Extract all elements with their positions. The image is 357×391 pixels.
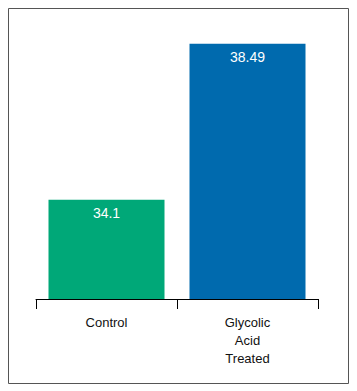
svg-text:38.49: 38.49 (230, 49, 265, 65)
svg-text:Treated: Treated (225, 351, 269, 366)
svg-text:Acid: Acid (235, 333, 260, 348)
svg-text:Control: Control (86, 315, 128, 330)
svg-text:Glycolic: Glycolic (225, 315, 271, 330)
svg-text:34.1: 34.1 (93, 205, 120, 221)
